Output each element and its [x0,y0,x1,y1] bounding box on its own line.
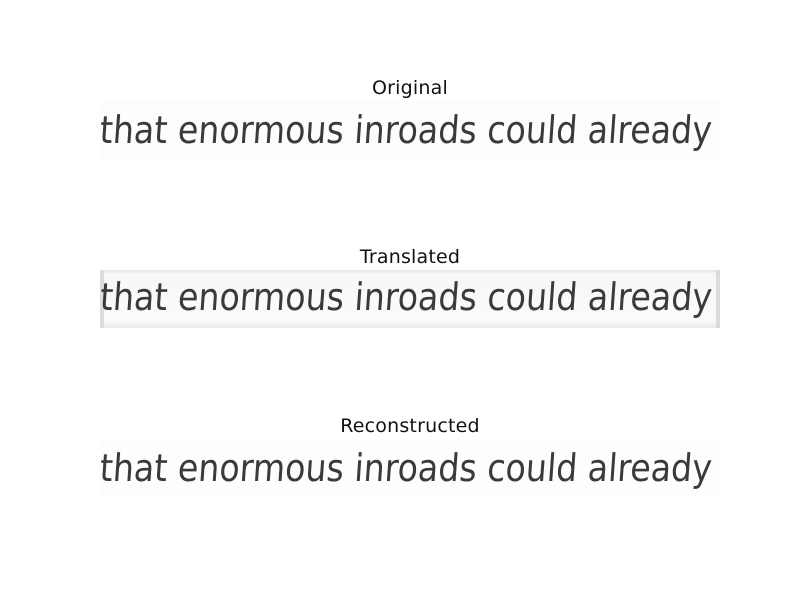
handwritten-text-reconstructed: that enormous inroads could already [100,446,714,490]
panel-title-translated: Translated [359,246,461,268]
panel-title-reconstructed: Reconstructed [340,415,480,437]
handwriting-image-original: that enormous inroads could already [100,101,720,159]
handwriting-svg-original: that enormous inroads could already [100,108,714,152]
handwritten-text-original: that enormous inroads could already [100,108,714,152]
panel-title-original: Original [372,77,448,99]
handwriting-svg-reconstructed: that enormous inroads could already [100,446,714,490]
handwriting-image-reconstructed: that enormous inroads could already [100,439,720,497]
handwritten-text-translated: that enormous inroads could already [100,275,714,319]
handwriting-image-translated: that enormous inroads could already [100,270,720,328]
handwriting-svg-translated: that enormous inroads could already [100,275,714,319]
